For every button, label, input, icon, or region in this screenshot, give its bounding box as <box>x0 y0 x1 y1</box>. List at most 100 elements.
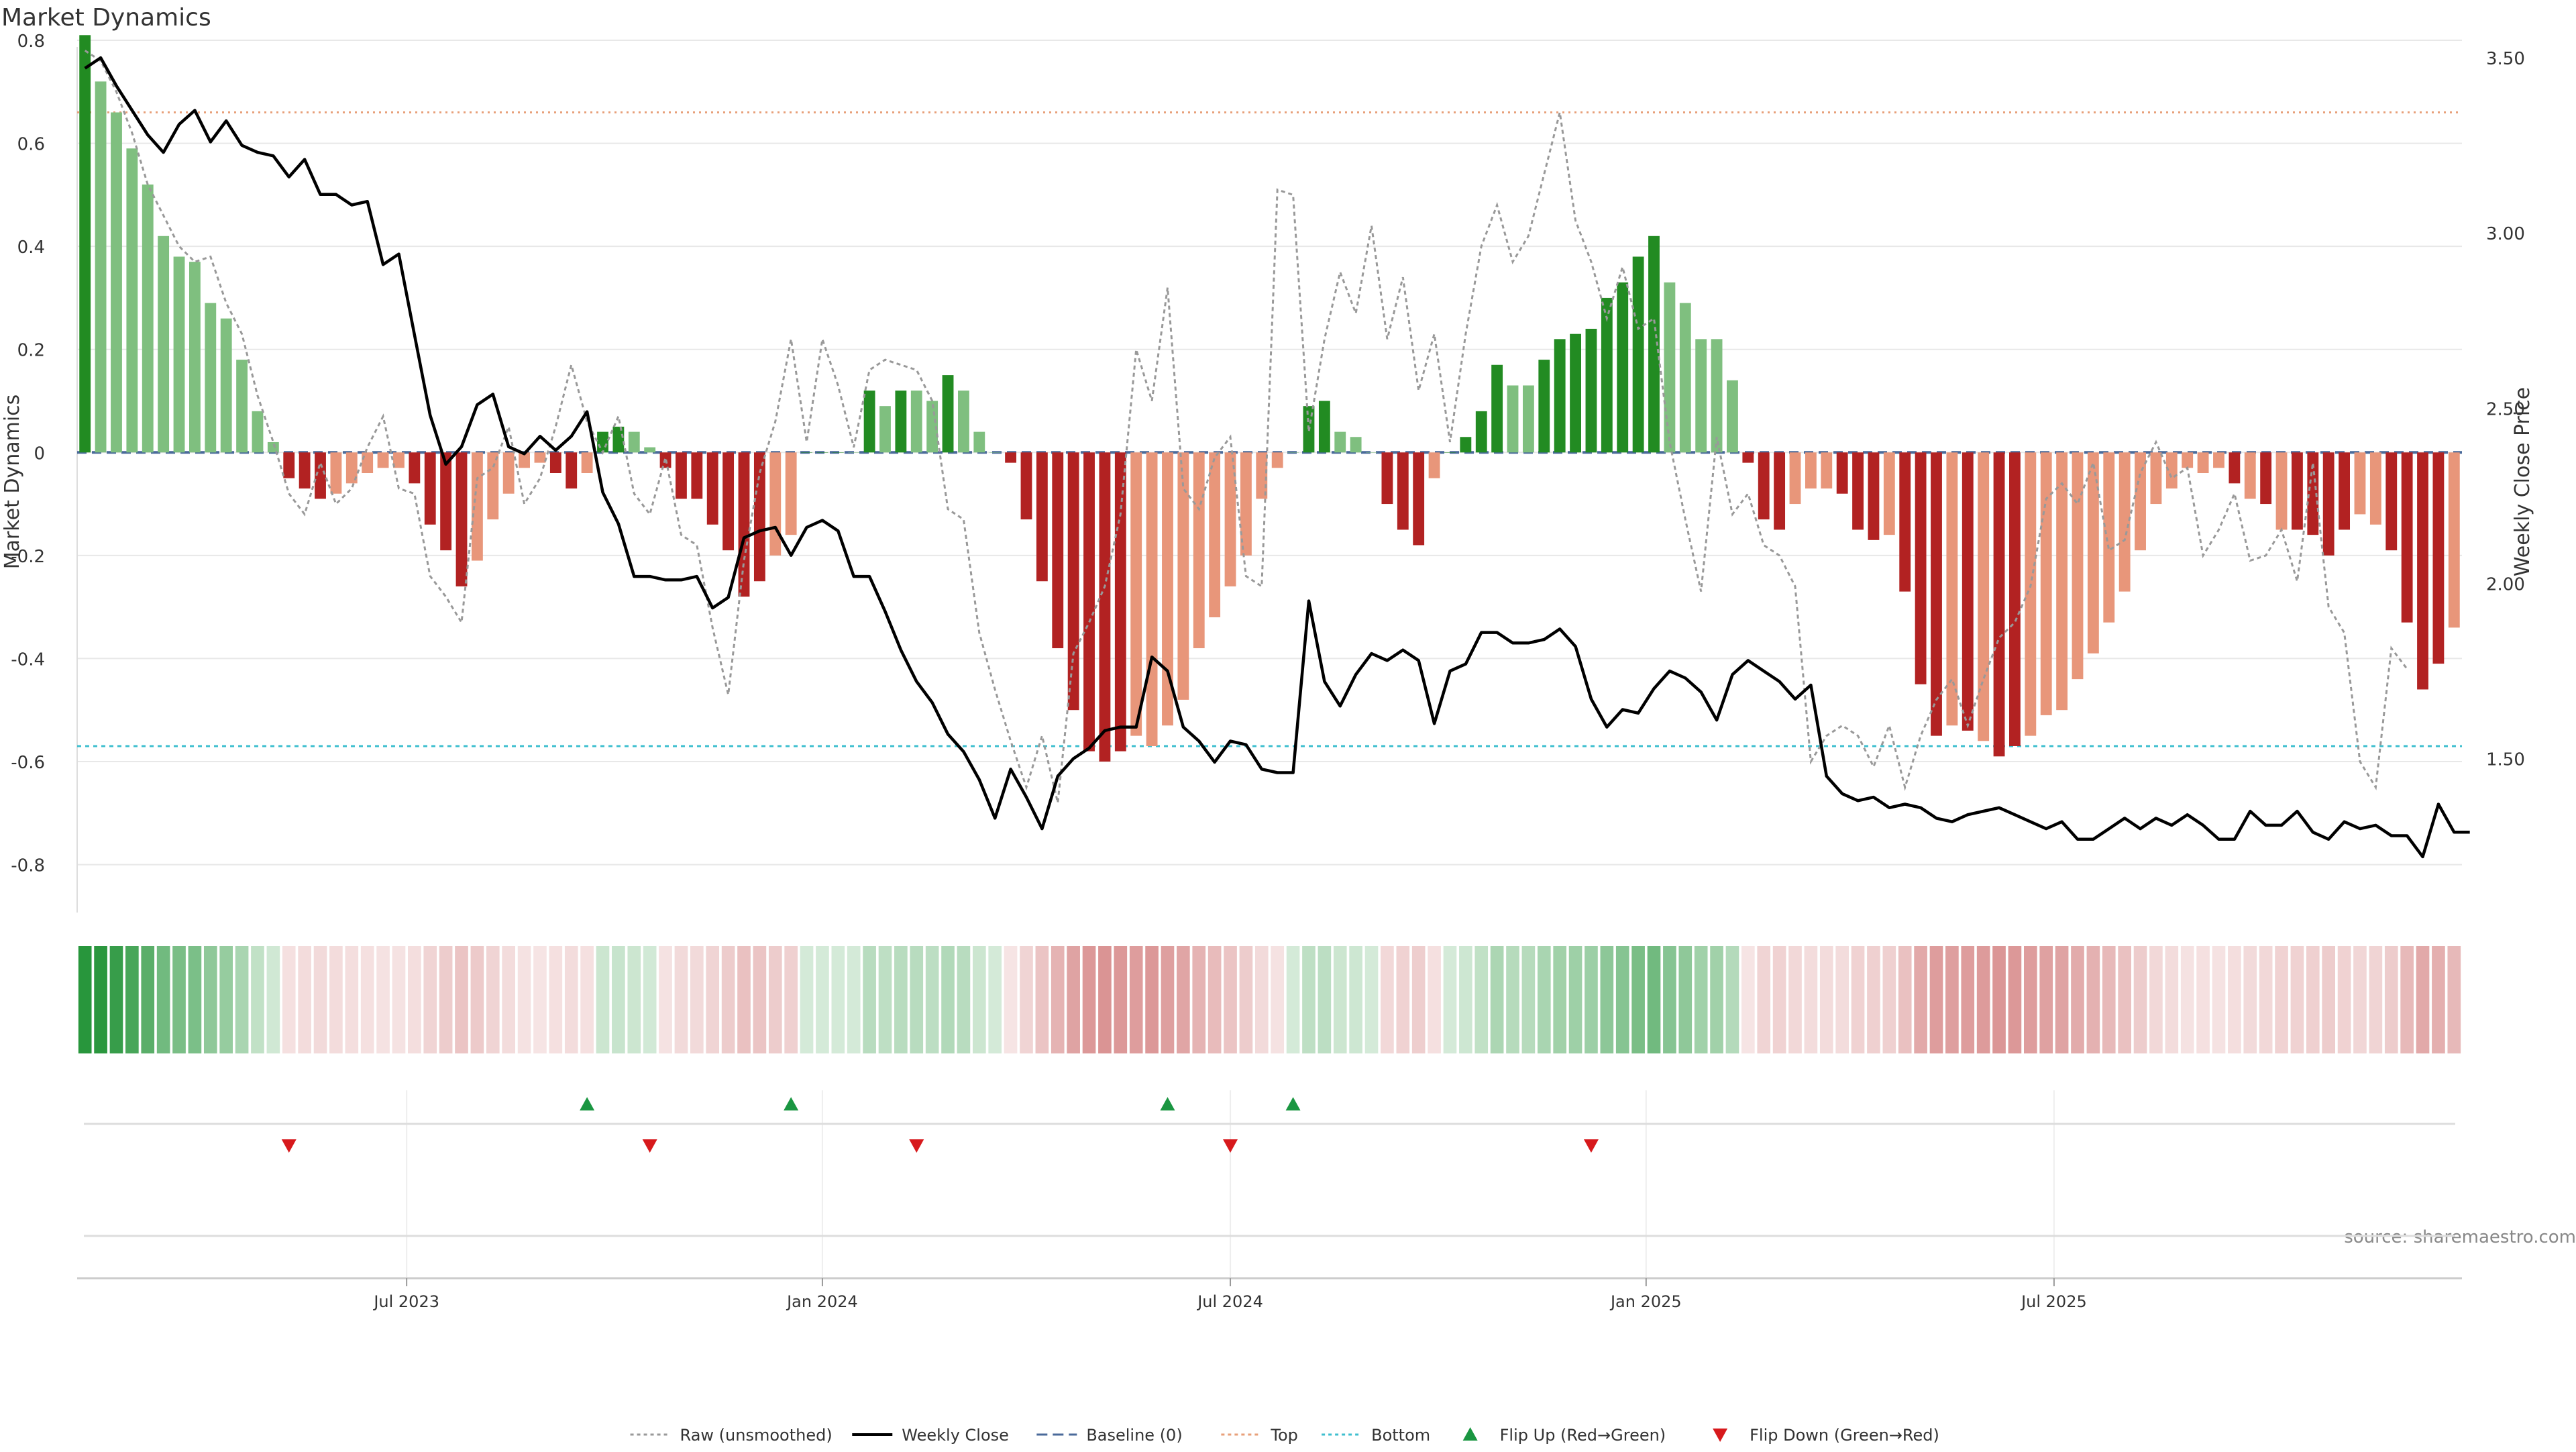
strip-cell <box>533 946 547 1053</box>
x-axis: Jul 2023 Jan 2024 Jul 2024 Jan 2025 Jul 2025 <box>77 1277 2462 1311</box>
bar <box>1946 452 1958 726</box>
bar <box>142 185 154 453</box>
strip-cell <box>1804 946 1818 1053</box>
bar <box>1428 452 1440 478</box>
bar <box>2432 452 2445 664</box>
strip-cell <box>2400 946 2414 1053</box>
strip-cell <box>988 946 1002 1053</box>
bar <box>2087 452 2099 654</box>
strip-cell <box>1819 946 1833 1053</box>
bar <box>1664 282 1676 453</box>
strip-cell <box>549 946 563 1053</box>
bar <box>942 375 954 453</box>
strip-cell <box>125 946 139 1053</box>
sentiment-strip <box>78 946 2461 1053</box>
bar <box>785 452 797 535</box>
y-axis-ticks: 0.8 0.6 0.4 0.2 0 -0.2 -0.4 -0.6 -0.8 3.50 3.00 2.5… <box>11 32 2525 876</box>
strip-cell <box>2039 946 2053 1053</box>
strip-cell <box>1443 946 1457 1053</box>
bar <box>79 35 91 453</box>
legend-label: Flip Up (Red→Green) <box>1500 1426 1666 1445</box>
y-tick-right-label: 1.50 <box>2486 750 2525 770</box>
flip-down-marker <box>281 1139 297 1153</box>
legend-label: Raw (unsmoothed) <box>680 1426 833 1445</box>
strip-cell <box>219 946 233 1053</box>
strip-cell <box>392 946 406 1053</box>
strip-cell <box>188 946 202 1053</box>
bar <box>1005 452 1017 463</box>
strip-cell <box>737 946 751 1053</box>
strip-cell <box>141 946 155 1053</box>
strip-cell <box>659 946 672 1053</box>
strip-cell <box>1318 946 1332 1053</box>
bar <box>2244 452 2256 499</box>
bar <box>2448 452 2460 628</box>
strip-cell <box>1051 946 1065 1053</box>
bar <box>1899 452 1911 592</box>
bar <box>2322 452 2334 556</box>
strip-cell <box>2384 946 2398 1053</box>
bar <box>2260 452 2272 505</box>
bar <box>377 452 389 468</box>
strip-cell <box>1585 946 1598 1053</box>
y-tick-left-label: 0.4 <box>17 238 45 258</box>
y-tick-left-label: -0.2 <box>11 547 45 567</box>
bar <box>1224 452 1236 586</box>
strip-cell <box>470 946 484 1053</box>
bar <box>1522 385 1534 453</box>
bar <box>2150 452 2162 505</box>
flip-down-marker <box>642 1139 657 1153</box>
bar <box>1052 452 1064 649</box>
strip-cell <box>2055 946 2069 1053</box>
strip-cell <box>360 946 374 1053</box>
strip-cell <box>1302 946 1316 1053</box>
strip-cell <box>1082 946 1096 1053</box>
strip-cell <box>1474 946 1489 1053</box>
strip-cell <box>1411 946 1426 1053</box>
flip-up-marker <box>580 1097 595 1110</box>
bar <box>2213 452 2224 468</box>
y-axis-label-left: Market Dynamics <box>1 395 24 570</box>
strip-cell <box>235 946 249 1053</box>
bar <box>769 452 782 556</box>
bar <box>1915 452 1927 684</box>
strip-cell <box>2306 946 2320 1053</box>
strip-cell <box>2432 946 2445 1053</box>
bar <box>1617 282 1629 453</box>
bar <box>1805 452 1817 489</box>
strip-cell <box>455 946 468 1053</box>
strip-cell <box>78 946 92 1053</box>
strip-cell <box>1537 946 1551 1053</box>
strip-cell <box>1506 946 1519 1053</box>
strip-cell <box>1114 946 1128 1053</box>
strip-cell <box>2149 946 2163 1053</box>
bar <box>1758 452 1770 520</box>
y-tick-left-label: 0.6 <box>17 135 45 155</box>
bar <box>1271 452 1283 468</box>
x-tick-label: Jan 2025 <box>1609 1292 1682 1311</box>
strip-cell <box>2337 946 2351 1053</box>
bar <box>1475 411 1487 453</box>
strip-cell <box>1600 946 1614 1053</box>
bar <box>95 81 107 453</box>
bar <box>1193 452 1205 649</box>
bar <box>1507 385 1519 453</box>
bar <box>2369 452 2381 525</box>
strip-cell <box>925 946 939 1053</box>
bar <box>2354 452 2366 515</box>
strip-cell <box>721 946 735 1053</box>
y-tick-right-label: 2.50 <box>2486 399 2525 419</box>
legend: Raw (unsmoothed) Weekly Close Baseline (0)… <box>630 1426 1939 1445</box>
strip-cell <box>2071 946 2084 1053</box>
strip-cell <box>1678 946 1693 1053</box>
bar <box>283 452 295 478</box>
bar <box>502 452 515 494</box>
bar <box>1460 437 1472 453</box>
bar <box>1099 452 1111 762</box>
bar <box>330 452 342 494</box>
bar <box>566 452 578 489</box>
bar <box>487 452 499 520</box>
reference-lines <box>77 111 2462 747</box>
bar <box>2072 452 2084 680</box>
strip-cell <box>486 946 500 1053</box>
